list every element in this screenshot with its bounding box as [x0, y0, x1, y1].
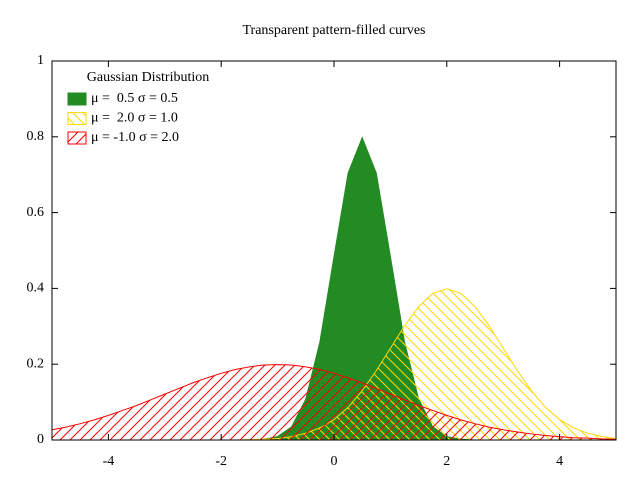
legend-swatch — [67, 131, 87, 145]
legend-swatch — [67, 92, 87, 106]
legend-swatch — [67, 112, 87, 125]
area-fill — [52, 364, 616, 440]
y-tick-label: 1 — [37, 53, 44, 68]
curve-line — [51, 364, 617, 440]
area-fill — [52, 288, 616, 440]
y-tick-label: 0.2 — [27, 356, 45, 371]
area-fill — [52, 137, 616, 440]
legend-label: μ = -1.0 σ = 2.0 — [91, 130, 179, 145]
y-tick-label: 0.4 — [27, 281, 45, 296]
legend-label: μ = 0.5 σ = 0.5 — [91, 91, 178, 106]
chart-title: Transparent pattern-filled curves — [243, 23, 426, 38]
y-tick-label: 0.8 — [27, 129, 45, 144]
legend-title: Gaussian Distribution — [87, 70, 210, 85]
x-tick-label: 2 — [443, 454, 450, 469]
y-tick-label: 0.6 — [27, 205, 45, 220]
x-tick-label: 4 — [556, 454, 563, 469]
x-tick-label: -4 — [103, 454, 115, 469]
x-tick-label: -2 — [215, 454, 227, 469]
x-tick-label: 0 — [331, 454, 338, 469]
y-tick-label: 0 — [37, 432, 44, 447]
legend-label: μ = 2.0 σ = 1.0 — [91, 111, 178, 126]
